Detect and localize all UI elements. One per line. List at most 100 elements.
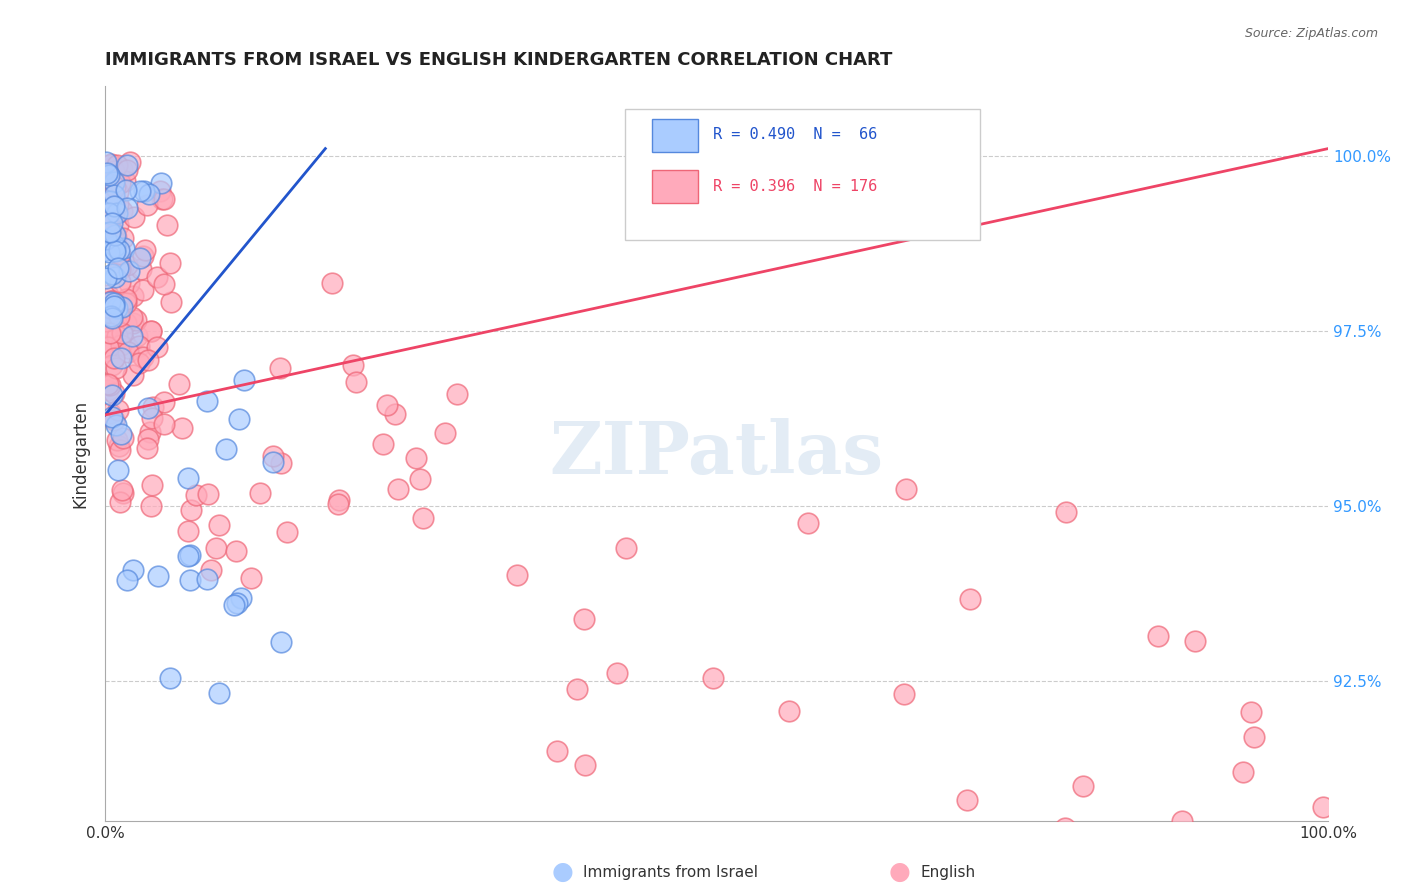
Point — [97, 383, 120, 397]
Point — [956, 793, 979, 807]
Point — [384, 407, 406, 421]
Point — [100, 309, 122, 323]
Point — [269, 360, 291, 375]
Point — [778, 704, 800, 718]
Point — [101, 311, 124, 326]
Point — [228, 412, 250, 426]
Text: Source: ZipAtlas.com: Source: ZipAtlas.com — [1244, 27, 1378, 40]
Point — [98, 294, 121, 309]
Point — [96, 378, 118, 392]
Point — [98, 194, 121, 208]
Point — [262, 455, 284, 469]
Point — [111, 483, 134, 498]
Point — [103, 295, 125, 310]
Point — [574, 758, 596, 772]
Point — [127, 329, 149, 343]
Point — [103, 164, 125, 178]
Point — [103, 199, 125, 213]
Point — [110, 351, 132, 366]
Point — [412, 511, 434, 525]
Point — [101, 296, 124, 310]
Point — [1240, 705, 1263, 719]
Text: ZIPatlas: ZIPatlas — [550, 418, 884, 489]
Point — [342, 358, 364, 372]
Point — [470, 842, 492, 856]
Point — [98, 215, 121, 229]
Point — [141, 478, 163, 492]
Point — [233, 373, 256, 387]
Point — [125, 313, 148, 327]
Point — [434, 425, 457, 440]
Point — [702, 671, 724, 685]
Point — [270, 634, 292, 648]
Point — [115, 258, 138, 272]
Point — [200, 563, 222, 577]
Point — [121, 368, 143, 383]
Point — [104, 180, 127, 194]
Point — [97, 245, 120, 260]
Point — [208, 685, 231, 699]
Point — [111, 203, 134, 218]
Point — [108, 443, 131, 458]
Point — [105, 205, 128, 219]
Point — [110, 176, 132, 190]
Point — [894, 482, 917, 496]
Point — [128, 339, 150, 353]
Point — [107, 260, 129, 275]
Point — [105, 230, 128, 244]
Point — [146, 270, 169, 285]
Point — [346, 376, 368, 390]
Point — [797, 516, 820, 530]
Point — [276, 524, 298, 539]
Point — [97, 288, 120, 302]
Point — [96, 212, 118, 227]
Point — [100, 359, 122, 373]
Point — [146, 569, 169, 583]
Point — [606, 665, 628, 680]
Point — [101, 387, 124, 401]
Point — [132, 283, 155, 297]
Point — [107, 218, 129, 232]
Text: English: English — [921, 865, 976, 880]
Point — [112, 241, 135, 255]
Point — [111, 162, 134, 177]
Point — [208, 518, 231, 533]
Point — [104, 269, 127, 284]
Point — [98, 406, 121, 420]
Point — [101, 293, 124, 308]
Point — [117, 158, 139, 172]
Point — [115, 292, 138, 306]
Point — [103, 413, 125, 427]
Point — [121, 288, 143, 302]
Point — [112, 486, 135, 500]
Point — [565, 682, 588, 697]
Point — [321, 276, 343, 290]
Point — [107, 463, 129, 477]
Point — [107, 439, 129, 453]
Point — [104, 360, 127, 375]
Point — [115, 573, 138, 587]
Point — [96, 166, 118, 180]
Point — [96, 209, 118, 223]
Point — [195, 394, 218, 409]
Point — [129, 262, 152, 277]
Point — [101, 192, 124, 206]
Point — [103, 300, 125, 314]
Point — [110, 427, 132, 442]
Point — [135, 441, 157, 455]
Point — [180, 503, 202, 517]
Point — [108, 275, 131, 289]
Point — [326, 497, 349, 511]
Point — [118, 263, 141, 277]
Point — [96, 313, 118, 327]
Point — [159, 256, 181, 270]
Point — [215, 442, 238, 457]
Point — [239, 571, 262, 585]
Point — [114, 174, 136, 188]
Point — [107, 243, 129, 257]
Point — [117, 342, 139, 356]
Point — [103, 176, 125, 190]
Point — [409, 472, 432, 486]
Point — [111, 326, 134, 341]
Point — [105, 301, 128, 315]
